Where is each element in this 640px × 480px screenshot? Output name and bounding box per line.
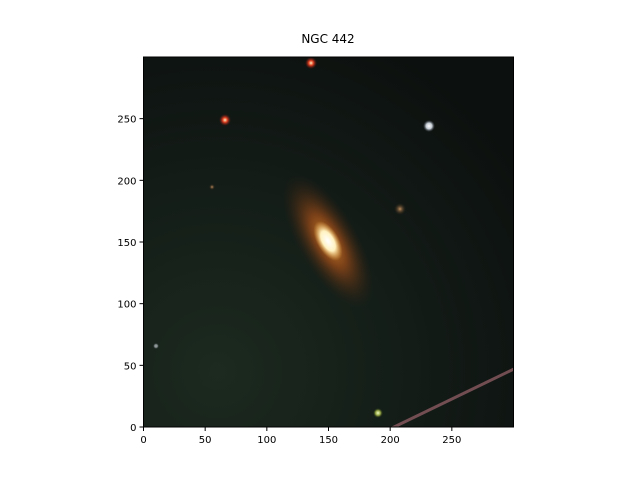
y-tick-label: 150	[117, 238, 136, 249]
x-tick-label: 250	[442, 435, 461, 446]
y-tick-label: 0	[130, 423, 136, 434]
y-tick-label: 250	[117, 115, 136, 126]
x-tick-label: 0	[140, 435, 146, 446]
y-tick-label: 200	[117, 176, 136, 187]
x-tick-label: 200	[381, 435, 400, 446]
x-tick-label: 100	[257, 435, 276, 446]
image	[143, 57, 514, 427]
y-tick-label: 50	[124, 361, 137, 372]
y-tick-label: 100	[117, 300, 136, 311]
x-tick-label: 50	[199, 435, 212, 446]
chart-title: NGC 442	[301, 32, 354, 46]
x-tick-label: 150	[319, 435, 338, 446]
